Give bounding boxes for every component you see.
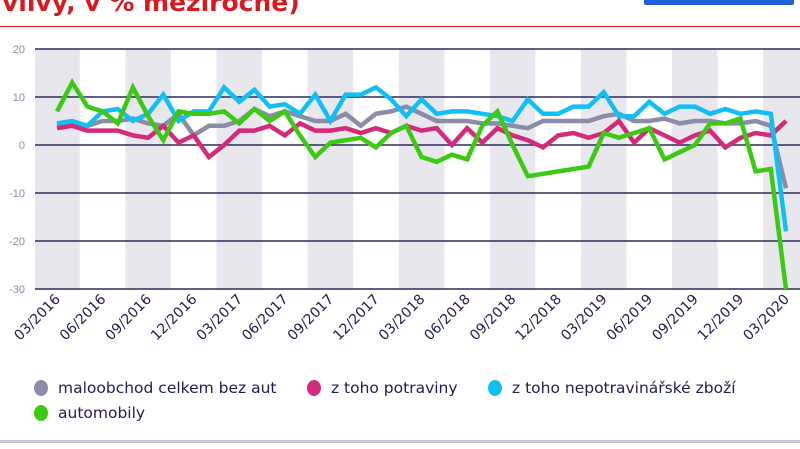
x-tick-label: 09/2018 [467,292,519,344]
y-tick-label: 20 [13,44,25,56]
x-tick-label: 06/2018 [421,292,473,344]
x-tick-label: 03/2019 [558,292,610,344]
shaded-band [672,49,718,289]
legend-label: z toho nepotravinářské zboží [512,379,736,397]
x-tick-label: 03/2016 [11,291,64,344]
shaded-band [35,49,80,289]
y-tick-label: 10 [13,92,25,104]
brand-logo [644,0,794,5]
shaded-band [307,49,354,289]
gridlines [35,48,800,290]
x-tick-label: 09/2016 [103,291,156,344]
x-tick-label: 09/2019 [649,292,701,344]
x-tick-label: 06/2017 [239,292,291,344]
x-tick-label: 06/2019 [604,292,656,344]
chart-title: vlivy, v % meziročně) [2,0,300,17]
series-line-3 [55,78,789,290]
legend: maloobchod celkem bez aut z toho potravi… [34,376,794,426]
legend-swatch [34,405,48,421]
x-tick-label: 12/2016 [148,291,201,344]
x-tick-label: 09/2017 [285,292,337,344]
series-lines [55,78,789,290]
footer-divider [0,440,800,443]
x-tick-label: 12/2018 [513,292,565,344]
legend-label: maloobchod celkem bez aut [58,379,277,397]
background-bands [35,49,800,289]
legend-item-potraviny: z toho potraviny [306,376,458,400]
legend-item-nepotravinarske: z toho nepotravinářské zboží [488,376,736,400]
y-tick-label: 0 [19,140,25,152]
legend-swatch [488,380,503,396]
title-divider [0,26,800,27]
y-axis: 20 10 0 -10 -20 -30 [9,44,25,296]
series-line-2 [56,83,789,232]
shaded-band [398,49,445,289]
series-line-1 [56,117,788,161]
legend-label: z toho potraviny [330,379,458,397]
x-tick-label: 03/2017 [194,292,246,344]
shaded-band [580,49,627,289]
x-tick-label: 06/2016 [57,291,110,344]
legend-item-maloobchod: maloobchod celkem bez aut [34,376,277,400]
legend-item-automobily: automobily [34,401,145,425]
y-tick-label: -30 [9,284,25,296]
x-tick-label: 12/2017 [330,292,382,344]
y-tick-label: -10 [9,188,25,200]
x-tick-label: 12/2019 [695,292,747,344]
x-tick-label: 03/2018 [376,292,428,344]
y-tick-label: -20 [9,236,25,248]
x-tick-label: 03/2020 [740,292,792,344]
legend-label: automobily [58,404,146,422]
legend-swatch [34,380,48,396]
legend-swatch [306,380,321,396]
x-axis: 03/201606/201609/201612/201603/201706/20… [11,291,792,344]
shaded-band [489,49,536,289]
